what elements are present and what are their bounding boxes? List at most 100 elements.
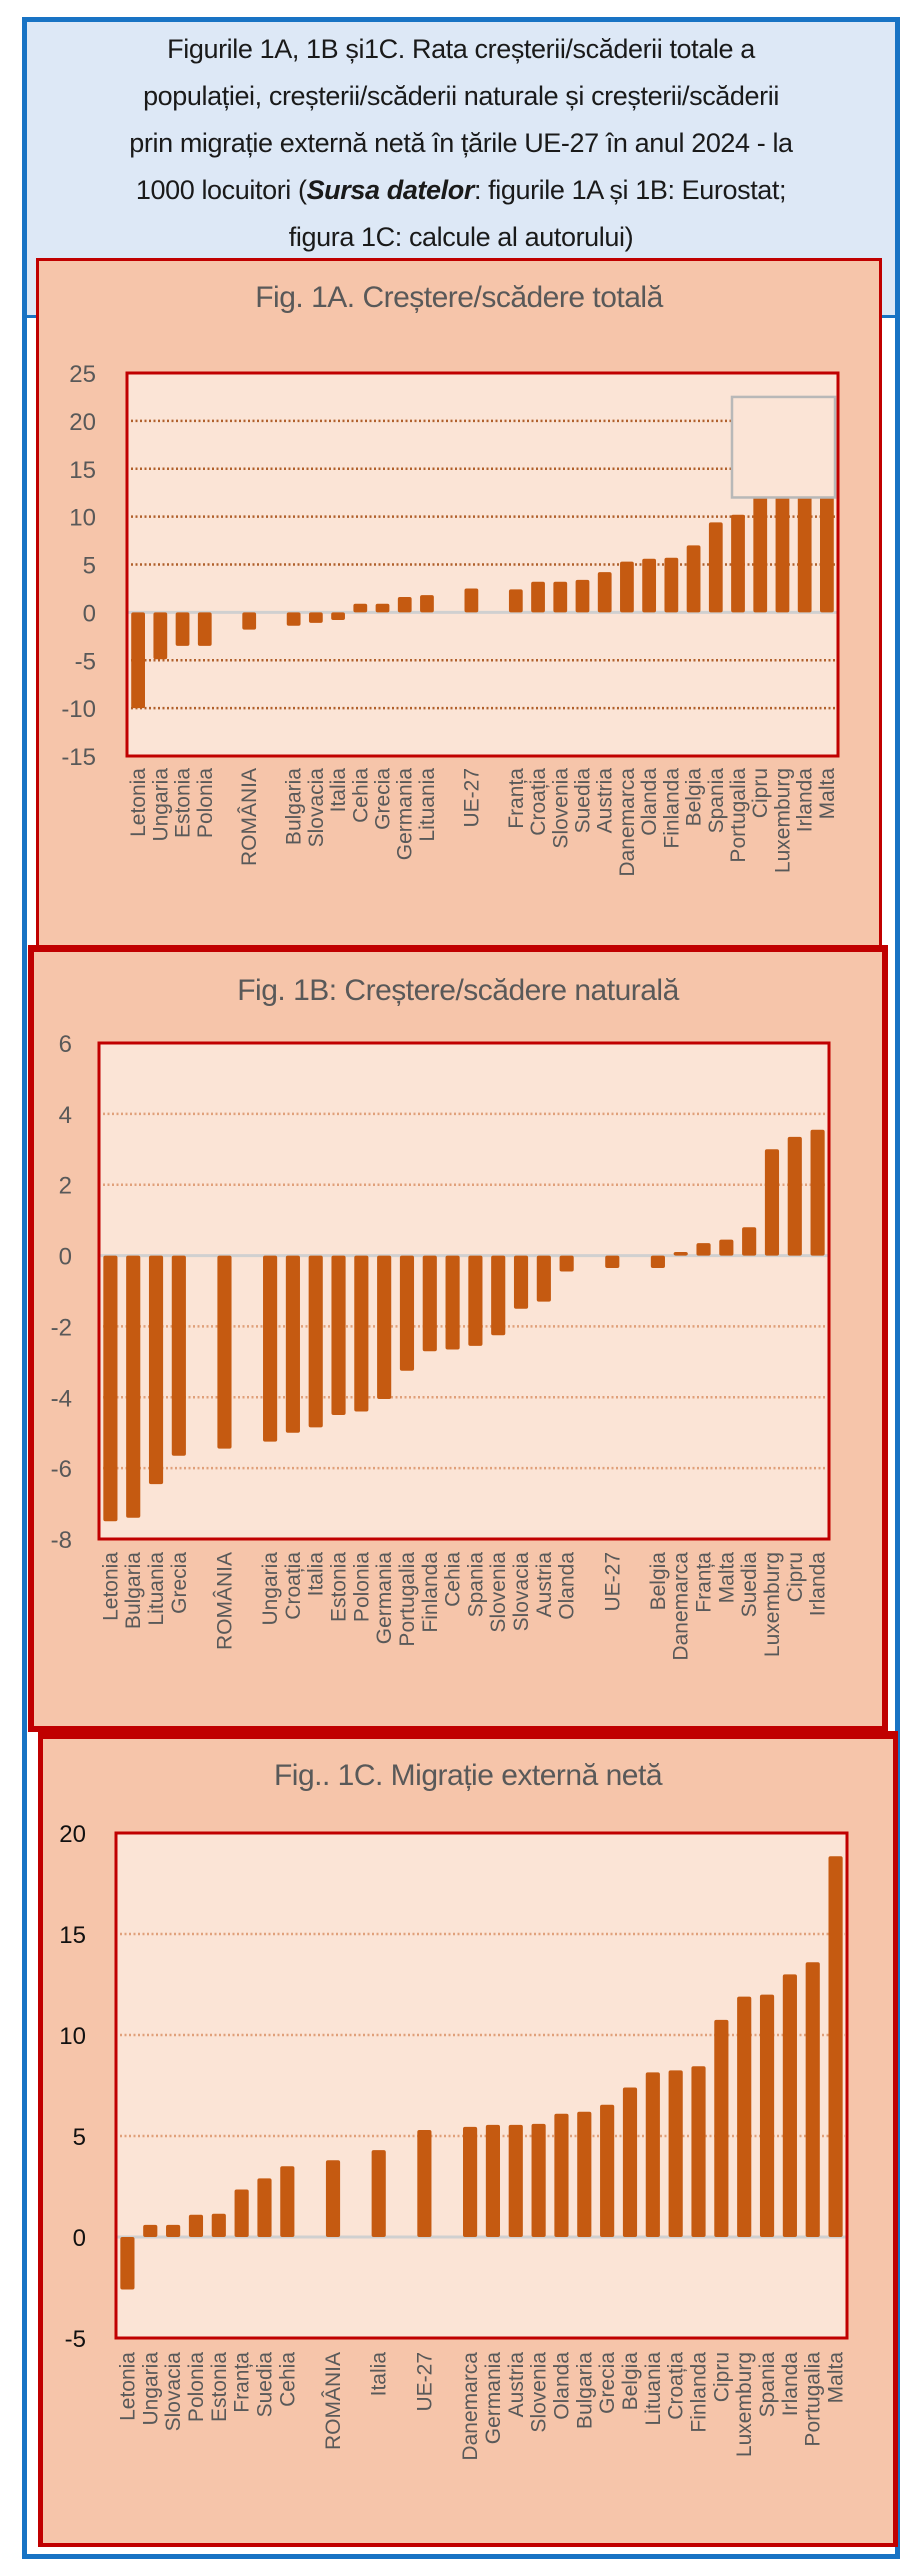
y-tick-label: 15: [69, 457, 96, 484]
y-tick-label: -10: [61, 696, 96, 723]
x-tick-label: Lituania: [642, 2352, 665, 2426]
bar-ungaria: [153, 612, 168, 660]
x-tick-label: Cipru: [784, 1552, 807, 1602]
y-tick-label: 0: [83, 600, 96, 627]
x-tick-label: Germania: [482, 2352, 505, 2445]
bar-lituania: [148, 1255, 164, 1485]
bar-olanda: [642, 558, 657, 613]
x-tick-label: Franța: [505, 768, 528, 829]
x-tick-label: Luxemburg: [761, 1552, 784, 1657]
bar-slovacia: [513, 1255, 529, 1309]
y-tick-label: -5: [65, 2326, 86, 2353]
x-tick-label: Italia: [368, 2352, 391, 2397]
x-tick-label: Grecia: [372, 768, 395, 830]
bar-olanda: [554, 2113, 569, 2237]
x-tick-label: Portugalia: [396, 1552, 419, 1647]
bar-portugalia: [731, 514, 745, 613]
y-tick-label: -6: [51, 1456, 72, 1483]
bar-ungaria: [143, 2224, 158, 2237]
caption-line-4: 1000 locuitori (Sursa datelor: figurile …: [40, 167, 882, 214]
x-tick-label: Slovenia: [549, 768, 572, 849]
x-tick-label: Austria: [533, 1552, 556, 1618]
x-tick-label: Spania: [705, 768, 728, 834]
x-tick-label: Franța: [231, 2352, 254, 2413]
bar-italia: [331, 612, 345, 621]
x-tick-label: Danemarca: [459, 2352, 482, 2461]
x-tick-label: Slovacia: [510, 1552, 533, 1632]
plot-area: [99, 1043, 829, 1539]
x-tick-label: Bulgaria: [573, 2352, 596, 2429]
chart-fig1c: 20 15 10 5 0 -5 Letonia Ungaria Slovacia Polonia E…: [59, 1821, 849, 2461]
x-tick-label: UE-27: [413, 2352, 436, 2412]
bar-austria: [597, 572, 612, 613]
bar-polonia: [354, 1255, 369, 1412]
caption-source-label: Sursa datelor: [306, 175, 475, 205]
x-tick-label: Cehia: [349, 768, 372, 823]
chart-title-1b: Fig. 1B: Creștere/scădere naturală: [237, 974, 679, 1007]
bar-germania: [377, 1255, 392, 1400]
bar-grecia: [600, 2104, 615, 2237]
x-tick-label: Finlanda: [660, 768, 683, 849]
x-tick-label: Malta: [715, 1552, 738, 1604]
y-tick-label: 0: [59, 1244, 72, 1271]
y-tick-label: 0: [73, 2225, 86, 2252]
bar-finlanda: [691, 2066, 706, 2237]
plot-border: [125, 371, 840, 758]
y-tick-label: -2: [51, 1314, 72, 1341]
x-tick-label: Slovenia: [487, 1552, 510, 1633]
bar-estonia: [331, 1255, 346, 1415]
bar-grecia: [171, 1255, 186, 1456]
bar-cehia: [445, 1255, 460, 1350]
bar-bulgaria: [286, 612, 301, 626]
y-tick-label: 2: [59, 1173, 72, 1200]
bar-franța: [696, 1243, 711, 1256]
bar-slovacia: [166, 2224, 181, 2237]
x-tick-label: Irlanda: [794, 768, 817, 833]
y-tick-label: -5: [75, 648, 96, 675]
x-tick-label: Malta: [816, 768, 839, 820]
bar-polonia: [197, 612, 212, 646]
x-tick-label: Germania: [373, 1552, 396, 1645]
bar-românia: [242, 612, 257, 630]
x-tick-label: Polonia: [185, 2352, 208, 2422]
x-tick-label: ROMÂNIA: [213, 1552, 236, 1650]
bar-bulgaria: [126, 1255, 141, 1518]
x-tick-label: Olanda: [550, 2352, 573, 2420]
bar-spania: [468, 1255, 483, 1346]
caption-line-1: Figurile 1A, 1B și1C. Rata creșterii/scă…: [167, 34, 755, 64]
bar-românia: [217, 1255, 232, 1449]
bar-portugalia: [805, 1962, 820, 2237]
y-tick-label: -4: [51, 1385, 72, 1412]
caption-line-3: prin migrație externă netă în țările UE-…: [129, 128, 793, 158]
x-tick-label: ROMÂNIA: [322, 2352, 345, 2450]
bar-malta: [719, 1239, 734, 1256]
bar-grecia: [375, 603, 390, 613]
x-tick-label: Ungaria: [259, 1552, 282, 1626]
y-tick-label: 20: [59, 1821, 86, 1848]
x-tick-label: Danemarca: [670, 1552, 693, 1661]
chart-title-1c: Fig.. 1C. Migrație externă netă: [273, 1759, 663, 1792]
bar-slovenia: [491, 1255, 506, 1336]
bar-ue-27: [464, 588, 479, 613]
plot-border: [114, 1831, 849, 2340]
x-tick-label: ROMÂNIA: [238, 768, 261, 866]
x-tick-label: Suedia: [253, 2352, 276, 2418]
x-tick-label: Austria: [505, 2352, 528, 2418]
x-tick-label: Italia: [305, 1552, 328, 1597]
x-tick-label: Bulgaria: [122, 1552, 145, 1629]
y-tick-label: 25: [69, 361, 96, 388]
x-tick-label: Croația: [282, 1552, 305, 1620]
bar-irlanda: [810, 1129, 825, 1256]
y-tick-label: 10: [59, 2023, 86, 2050]
bar-ungaria: [263, 1255, 278, 1442]
x-tick-label: Polonia: [194, 768, 217, 838]
x-tick-label: Germania: [394, 768, 417, 861]
bar-lituania: [420, 595, 434, 613]
bar-croația: [285, 1255, 300, 1433]
bar-suedia: [257, 2178, 272, 2237]
x-tick-label: Austria: [594, 768, 617, 834]
x-tick-label: Finlanda: [419, 1552, 442, 1633]
bar-luxemburg: [775, 469, 790, 613]
x-tick-label: Portugalia: [727, 768, 750, 863]
x-tick-label: Spania: [756, 2352, 779, 2418]
